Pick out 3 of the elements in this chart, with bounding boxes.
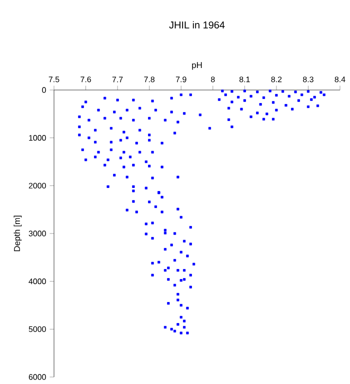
y-axis-title: Depth [m] (14, 216, 22, 252)
chart-title: JHIL in 1964 (169, 21, 225, 29)
x-axis-title: pH (192, 62, 202, 70)
